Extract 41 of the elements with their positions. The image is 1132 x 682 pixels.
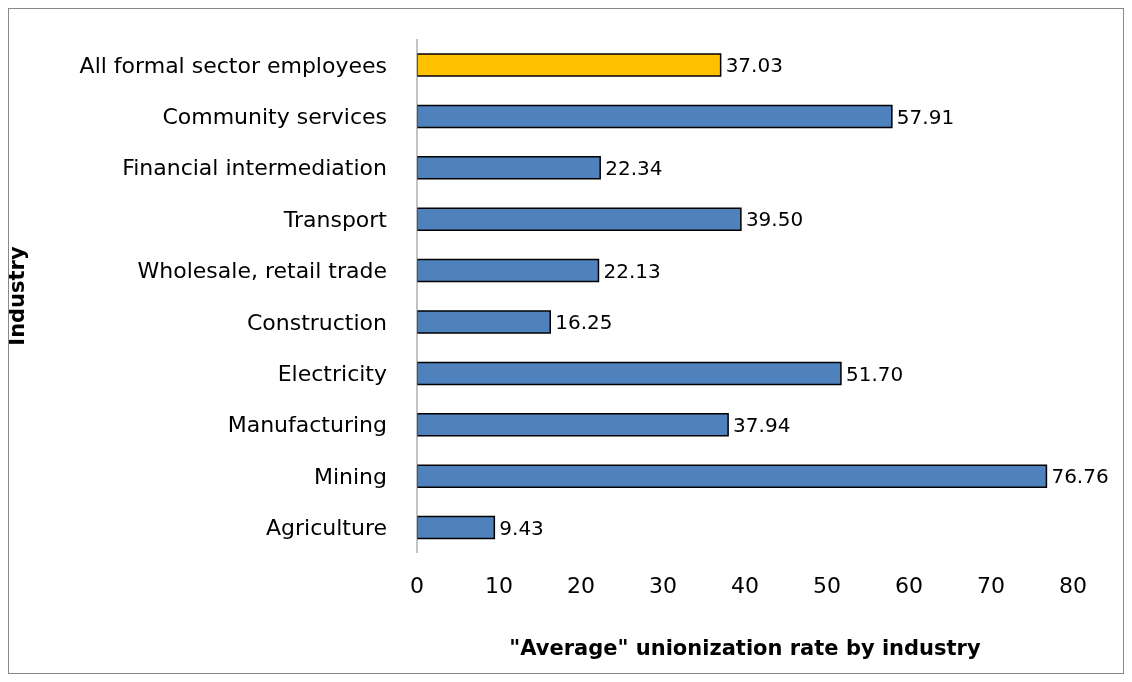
x-tick-label: 80	[1059, 572, 1087, 598]
x-tick-label: 60	[895, 572, 923, 598]
y-tick-label: All formal sector employees	[79, 52, 387, 78]
x-axis-title: "Average" unionization rate by industry	[509, 636, 981, 660]
bar	[417, 207, 742, 231]
x-tick-label: 20	[567, 572, 595, 598]
y-tick-label: Construction	[246, 309, 387, 335]
bar	[417, 53, 722, 77]
data-label: 37.94	[733, 412, 791, 437]
y-tick-label: Mining	[313, 463, 387, 489]
y-tick-label: Wholesale, retail trade	[137, 258, 387, 284]
bar	[417, 515, 496, 540]
x-tick-label: 0	[410, 572, 424, 598]
x-tick-label: 70	[977, 572, 1005, 598]
x-tick-label: 30	[649, 572, 677, 598]
data-label: 39.50	[745, 207, 804, 232]
data-label: 16.25	[555, 310, 613, 335]
data-label: 37.03	[725, 53, 783, 78]
bar	[417, 361, 842, 386]
y-tick-label: Electricity	[277, 360, 387, 386]
bar	[417, 413, 729, 437]
data-label: 51.70	[845, 361, 904, 386]
data-label: 9.43	[499, 515, 544, 540]
x-tick-label: 50	[813, 572, 841, 598]
x-tick-label: 10	[485, 572, 513, 598]
y-axis-title: Industry	[5, 246, 30, 346]
bar	[417, 258, 600, 283]
y-tick-label: Financial intermediation	[122, 155, 387, 181]
bar	[417, 310, 551, 334]
data-label: 22.13	[603, 258, 661, 283]
x-tick-label: 40	[731, 572, 759, 598]
data-label: 22.34	[605, 155, 663, 180]
data-label: 76.76	[1051, 464, 1109, 489]
bar	[417, 156, 601, 180]
y-tick-label: Transport	[282, 206, 388, 232]
data-label: 57.91	[896, 104, 955, 129]
bar	[417, 104, 893, 129]
bar	[417, 464, 1048, 488]
y-tick-label: Agriculture	[266, 515, 387, 541]
y-tick-label: Community services	[162, 103, 387, 129]
y-tick-label: Manufacturing	[227, 412, 387, 438]
